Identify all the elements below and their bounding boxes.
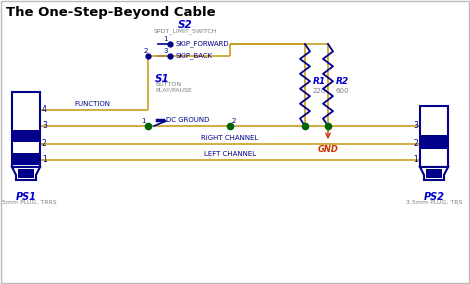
Text: LEFT CHANNEL: LEFT CHANNEL (204, 151, 256, 157)
Text: PS2: PS2 (423, 192, 445, 202)
Text: 3: 3 (42, 122, 47, 131)
Text: SKIP_BACK: SKIP_BACK (175, 53, 212, 59)
Text: R2: R2 (336, 76, 349, 85)
Bar (12, 130, 40, 142)
Text: 1: 1 (164, 36, 168, 42)
Text: PS1: PS1 (16, 192, 37, 202)
Text: FUNCTION: FUNCTION (74, 101, 110, 107)
Text: 3: 3 (413, 122, 418, 131)
Text: RIGHT CHANNEL: RIGHT CHANNEL (201, 135, 258, 141)
Text: 4: 4 (42, 105, 47, 114)
Text: S2: S2 (178, 20, 192, 30)
Text: BUTTON: BUTTON (155, 82, 181, 87)
Bar (12, 92, 40, 167)
Text: 3: 3 (164, 48, 168, 54)
Text: PLAY/PAUSE: PLAY/PAUSE (155, 87, 192, 92)
Text: 1: 1 (413, 156, 418, 164)
Polygon shape (18, 169, 34, 178)
Text: DC GROUND: DC GROUND (166, 117, 210, 123)
Text: 2: 2 (413, 139, 418, 149)
Bar (420, 106, 448, 167)
Text: 600: 600 (336, 88, 350, 94)
Text: 3.5mm PLUG, TRS: 3.5mm PLUG, TRS (406, 200, 462, 205)
Text: 2: 2 (232, 118, 236, 124)
Bar (420, 135, 448, 149)
Text: 1: 1 (42, 156, 47, 164)
Text: 2: 2 (144, 48, 148, 54)
Text: S1: S1 (155, 74, 170, 84)
Text: 220: 220 (313, 88, 326, 94)
Bar (12, 153, 40, 165)
Text: R1: R1 (313, 76, 326, 85)
Text: 3.5mm PLUG, TRRS: 3.5mm PLUG, TRRS (0, 200, 56, 205)
Polygon shape (426, 169, 442, 178)
Polygon shape (420, 167, 448, 180)
Text: 2: 2 (42, 139, 47, 149)
Text: GND: GND (318, 145, 338, 154)
Text: The One-Step-Beyond Cable: The One-Step-Beyond Cable (6, 6, 216, 19)
Text: SPDT_LIMIT_SWITCH: SPDT_LIMIT_SWITCH (153, 28, 217, 34)
Text: SKIP_FORWARD: SKIP_FORWARD (175, 41, 228, 47)
Polygon shape (12, 167, 40, 180)
Text: 1: 1 (141, 118, 146, 124)
